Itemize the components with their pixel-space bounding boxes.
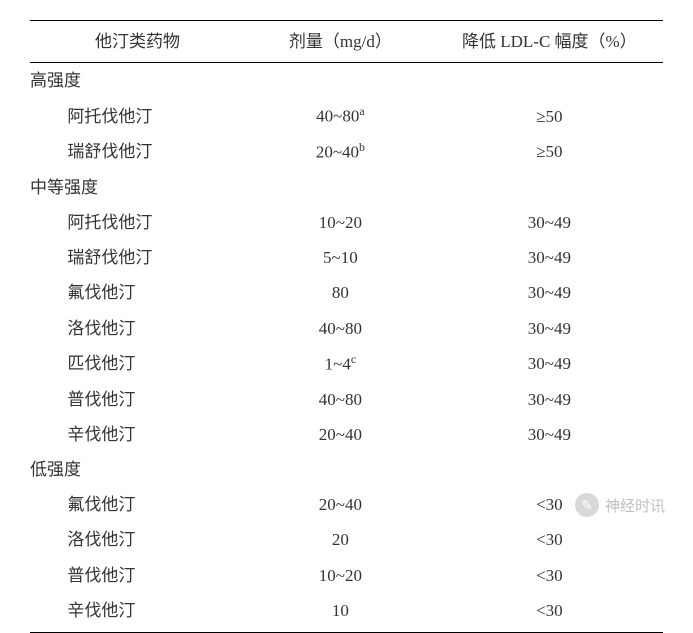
cell-dose: 20 [245,522,436,557]
cell-drug: 洛伐他汀 [30,311,245,346]
cell-drug: 阿托伐他汀 [30,98,245,134]
table-row: 瑞舒伐他汀5~1030~49 [30,240,663,275]
table-row: 瑞舒伐他汀20~40b≥50 [30,134,663,170]
column-header-drug: 他汀类药物 [30,21,245,63]
group-label: 中等强度 [30,170,663,205]
cell-dose: 1~4c [245,346,436,382]
cell-ldl: <30 [436,558,663,593]
cell-dose: 80 [245,275,436,310]
cell-ldl: <30 [436,593,663,633]
column-header-dose: 剂量（mg/d） [245,21,436,63]
group-row: 中等强度 [30,170,663,205]
table-row: 辛伐他汀10<30 [30,593,663,633]
table-row: 洛伐他汀20<30 [30,522,663,557]
table-body: 高强度阿托伐他汀40~80a≥50瑞舒伐他汀20~40b≥50中等强度阿托伐他汀… [30,63,663,633]
cell-drug: 辛伐他汀 [30,593,245,633]
cell-dose: 20~40 [245,487,436,522]
cell-drug: 氟伐他汀 [30,275,245,310]
cell-ldl: ≥50 [436,134,663,170]
cell-drug: 阿托伐他汀 [30,205,245,240]
table-row: 匹伐他汀1~4c30~49 [30,346,663,382]
cell-dose: 40~80 [245,382,436,417]
header-row: 他汀类药物 剂量（mg/d） 降低 LDL-C 幅度（%） [30,21,663,63]
cell-dose: 20~40 [245,417,436,452]
cell-ldl: <30 [436,522,663,557]
cell-drug: 辛伐他汀 [30,417,245,452]
cell-dose: 40~80 [245,311,436,346]
cell-dose: 20~40b [245,134,436,170]
cell-drug: 洛伐他汀 [30,522,245,557]
cell-ldl: <30 [436,487,663,522]
table-row: 氟伐他汀20~40<30 [30,487,663,522]
group-label: 低强度 [30,452,663,487]
cell-ldl: 30~49 [436,346,663,382]
table-row: 辛伐他汀20~4030~49 [30,417,663,452]
table-row: 阿托伐他汀40~80a≥50 [30,98,663,134]
cell-ldl: 30~49 [436,240,663,275]
table-row: 普伐他汀40~8030~49 [30,382,663,417]
cell-dose: 5~10 [245,240,436,275]
cell-dose: 40~80a [245,98,436,134]
cell-drug: 瑞舒伐他汀 [30,240,245,275]
statin-table: 他汀类药物 剂量（mg/d） 降低 LDL-C 幅度（%） 高强度阿托伐他汀40… [30,20,663,633]
cell-dose: 10 [245,593,436,633]
table-row: 洛伐他汀40~8030~49 [30,311,663,346]
cell-ldl: 30~49 [436,205,663,240]
cell-drug: 瑞舒伐他汀 [30,134,245,170]
dose-footnote: c [351,352,356,366]
cell-ldl: 30~49 [436,382,663,417]
cell-ldl: 30~49 [436,275,663,310]
cell-drug: 普伐他汀 [30,382,245,417]
cell-dose: 10~20 [245,205,436,240]
table-row: 氟伐他汀8030~49 [30,275,663,310]
cell-drug: 氟伐他汀 [30,487,245,522]
cell-ldl: 30~49 [436,311,663,346]
table-row: 阿托伐他汀10~2030~49 [30,205,663,240]
group-label: 高强度 [30,63,663,99]
cell-drug: 普伐他汀 [30,558,245,593]
dose-footnote: b [359,140,365,154]
cell-dose: 10~20 [245,558,436,593]
group-row: 高强度 [30,63,663,99]
column-header-ldl: 降低 LDL-C 幅度（%） [436,21,663,63]
group-row: 低强度 [30,452,663,487]
cell-ldl: 30~49 [436,417,663,452]
cell-drug: 匹伐他汀 [30,346,245,382]
cell-ldl: ≥50 [436,98,663,134]
dose-footnote: a [359,104,364,118]
table-row: 普伐他汀10~20<30 [30,558,663,593]
